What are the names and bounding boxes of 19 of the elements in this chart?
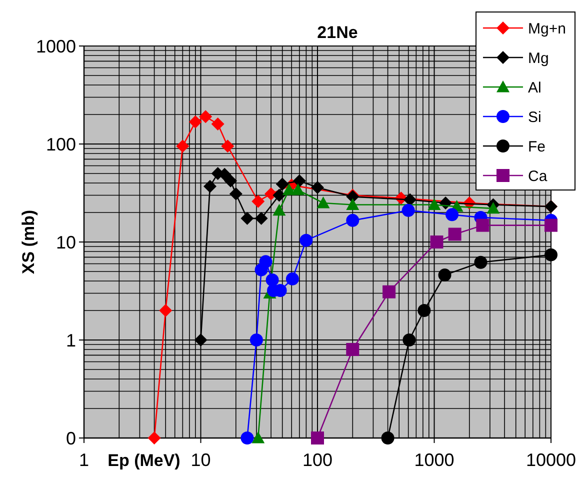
x-tick-label: 10000: [526, 450, 576, 470]
legend-label: Ca: [528, 168, 548, 185]
x-tick-label: 10: [190, 450, 211, 470]
legend-label: Mg: [528, 50, 549, 67]
y-tick-label: 10: [56, 232, 76, 252]
legend-label: Al: [528, 79, 542, 96]
x-axis-title: Ep (MeV): [108, 451, 180, 470]
legend-label: Si: [528, 108, 542, 126]
y-tick-label: 100: [46, 134, 76, 154]
x-tick-label: 1: [78, 450, 90, 470]
x-tick-label: 100: [302, 450, 333, 470]
y-tick-label: 1000: [36, 36, 76, 56]
x-tick-label: 1000: [414, 450, 454, 470]
y-tick-label: 0: [66, 428, 76, 448]
y-tick-label: 1: [66, 330, 76, 350]
chart-title: 21Ne: [317, 23, 358, 42]
legend-label: Mg+n: [528, 20, 566, 38]
legend-label: Fe: [528, 138, 546, 156]
y-axis-title: XS (mb): [19, 210, 38, 274]
